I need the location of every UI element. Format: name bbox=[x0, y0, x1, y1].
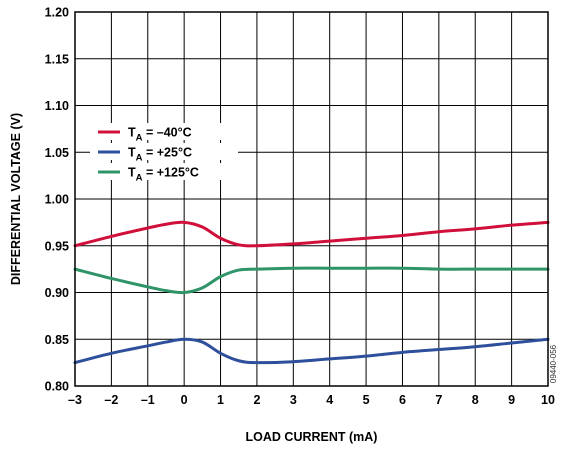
x-tick-label: 1 bbox=[217, 393, 224, 407]
y-axis-title: DIFFERENTIAL VOLTAGE (V) bbox=[9, 113, 23, 285]
grid bbox=[74, 11, 549, 387]
legend-background bbox=[90, 163, 238, 180]
y-tick-label: 0.85 bbox=[45, 333, 69, 347]
x-tick-label: 0 bbox=[181, 393, 188, 407]
x-tick-label: 7 bbox=[435, 393, 442, 407]
legend-label-2: TA = +125°C bbox=[128, 166, 199, 184]
x-tick-label: 4 bbox=[326, 393, 333, 407]
y-tick-label: 0.95 bbox=[45, 239, 69, 253]
y-tick-label: 0.90 bbox=[45, 286, 69, 300]
x-axis-title: LOAD CURRENT (mA) bbox=[246, 430, 378, 444]
y-tick-label: 1.05 bbox=[45, 146, 69, 160]
x-tick-label: –2 bbox=[104, 393, 118, 407]
y-tick-label: 0.80 bbox=[45, 380, 69, 394]
x-tick-label: –1 bbox=[141, 393, 155, 407]
legend-label-0: TA = –40°C bbox=[128, 126, 192, 144]
legend-label-1: TA = +25°C bbox=[128, 146, 192, 164]
series-line-0 bbox=[73, 220, 550, 248]
series-line-1 bbox=[73, 337, 550, 365]
y-tick-label: 1.10 bbox=[45, 99, 69, 113]
figure-code: 09440-056 bbox=[549, 344, 558, 383]
x-tick-label: 10 bbox=[541, 393, 555, 407]
series-lines bbox=[73, 220, 550, 365]
legend-background bbox=[90, 123, 238, 140]
x-tick-label: 5 bbox=[363, 393, 370, 407]
y-tick-label: 1.20 bbox=[45, 6, 69, 20]
x-tick-label: 8 bbox=[472, 393, 479, 407]
x-tick-label: 6 bbox=[399, 393, 406, 407]
y-tick-label: 1.00 bbox=[45, 193, 69, 207]
x-tick-label: 9 bbox=[508, 393, 515, 407]
plot-frame bbox=[74, 11, 549, 387]
y-tick-label: 1.15 bbox=[45, 52, 69, 66]
x-tick-labels: –3 –2 –1 0 1 2 3 4 5 6 7 8 9 10 bbox=[68, 393, 555, 407]
legend: TA = –40°C TA = +25°C TA = +125°C bbox=[90, 123, 238, 184]
y-tick-labels: 0.80 0.85 0.90 0.95 1.00 1.05 1.10 1.15 1.20 bbox=[45, 6, 69, 394]
x-tick-label: 3 bbox=[290, 393, 297, 407]
series-line-2 bbox=[73, 266, 550, 295]
x-tick-label: 2 bbox=[253, 393, 260, 407]
x-tick-label: –3 bbox=[68, 393, 82, 407]
legend-background bbox=[90, 143, 238, 160]
